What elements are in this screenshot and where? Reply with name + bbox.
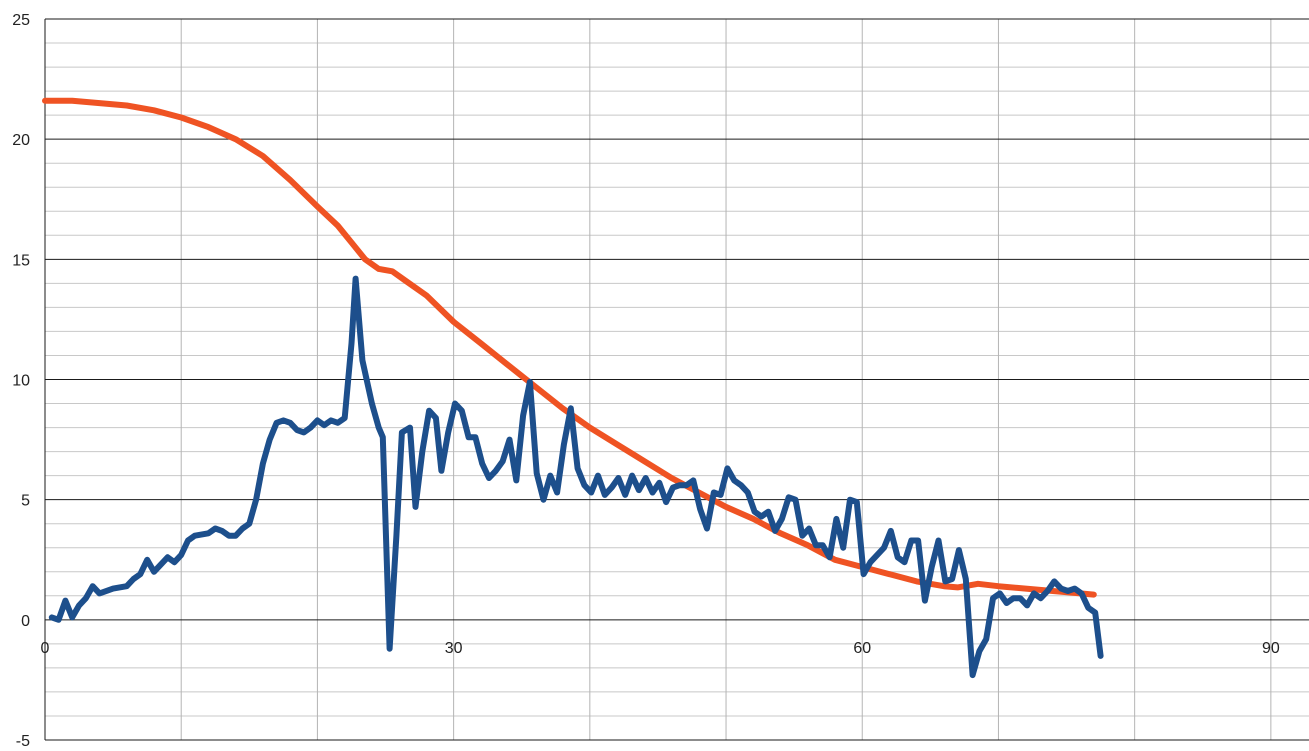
- y-tick-label: 20: [12, 132, 30, 149]
- major-grid: [44, 18, 1309, 741]
- x-tick-label: 30: [445, 640, 463, 657]
- x-tick-label: 60: [853, 640, 871, 657]
- y-tick-label: 25: [12, 12, 30, 29]
- x-tick-label: 90: [1262, 640, 1280, 657]
- x-tick-label: 0: [41, 640, 50, 657]
- series-layer: [42, 97, 1104, 679]
- x-tick-labels: 0 30 60 90: [41, 640, 1280, 657]
- y-tick-label: -5: [16, 733, 30, 750]
- y-tick-label: 10: [12, 373, 30, 390]
- y-tick-label: 15: [12, 252, 30, 269]
- y-tick-label: 0: [21, 613, 30, 630]
- series-line-2: [48, 275, 1104, 679]
- y-tick-labels: -5 0 5 10 15 20 25: [12, 12, 30, 750]
- y-tick-label: 5: [21, 493, 30, 510]
- series-line-1: [42, 97, 1097, 598]
